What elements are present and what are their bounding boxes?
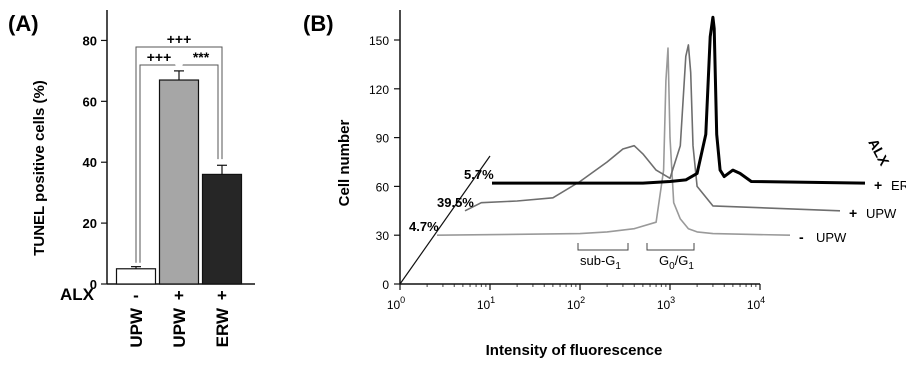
panel-a-significance-label: *** [193,49,210,65]
panel-b-y-tick-label: 90 [376,132,390,146]
panel-a-treatment-sign: - [133,286,139,305]
panel-b-region-label: sub-G1 [580,253,621,272]
panel-b-x-tick-label: 101 [477,295,495,312]
panel-b-x-tick-label: 102 [567,295,585,312]
panel-b-trace-sign: - [799,229,804,245]
panel-b-x-tick-label: 103 [657,295,675,312]
panel-a-category-labels: UPW UPW ERW [127,307,232,348]
panel-b-trace [436,47,791,236]
panel-a-significance-bracket [182,64,219,160]
panel-b-trace-label: ERW [891,178,906,193]
panel-b-subg1-percent: 5.7% [464,167,494,182]
panel-a-significance-bracket [139,64,176,263]
panel-a-label: (A) [8,11,39,36]
panel-b-x-axis-title: Intensity of fluorescence [486,342,663,359]
panel-b-trace [492,15,866,185]
panel-a-y-tick-label: 80 [83,33,97,48]
panel-a-bars [115,70,243,285]
panel-b-region-bracket [646,243,695,251]
panel-a-significance-label: +++ [167,31,192,47]
panel-b-x-ticks: 100 101 102 103 104 [387,284,765,312]
panel-b-trace [464,44,841,212]
panel-b-y-axis-title: Cell number [336,119,353,206]
panel-b-y-tick-label: 30 [376,229,390,243]
panel-b-subg1-percent: 4.7% [409,219,439,234]
panel-a-significance-bracket [135,46,223,263]
panel-a-category-label: UPW [127,307,146,348]
panel-b-region-label: G0/G1 [659,253,694,272]
panel-b-y-ticks: 0 30 60 90 120 150 [369,34,400,292]
panel-b-y-tick-label: 0 [382,278,389,292]
panel-a-y-tick-label: 0 [90,277,97,292]
panel-b-y-tick-label: 120 [369,83,389,97]
panel-a-bar [115,268,157,285]
panel-a-bar [158,79,200,285]
panel-a-category-label: UPW [170,307,189,348]
panel-a-treatment-signs: - + + [133,286,227,305]
panel-a-significance-label: +++ [147,49,172,65]
panel-b-region-bracket [577,243,629,251]
panel-b-y-tick-label: 150 [369,34,389,48]
panel-b-trace-sign: + [849,205,857,221]
panel-a-treatment-sign: + [174,286,184,305]
panel-b-x-tick-label: 100 [387,295,405,312]
panel-a-y-ticks: 0 20 40 60 80 [83,33,107,292]
panel-b-trace-label: UPW [866,206,897,221]
panel-b-trace-sign: + [874,177,882,193]
panel-a-treatment-sign: + [217,286,227,305]
panel-b-alx-axis-label: ALX [865,136,893,169]
panel-a-category-label: ERW [213,307,232,347]
panel-b-depth-axis-line [399,155,491,285]
panel-b-trace-label: UPW [816,230,847,245]
panel-b-label: (B) [303,11,334,36]
panel-b-phase-regions: sub-G1 G0/G1 [577,243,695,272]
panel-a-y-tick-label: 20 [83,216,97,231]
panel-a-y-tick-label: 60 [83,94,97,109]
panel-a-bar [201,173,243,285]
panel-b-subg1-percent: 39.5% [437,195,474,210]
panel-b-x-tick-label: 104 [747,295,765,312]
panel-a-y-tick-label: 40 [83,155,97,170]
panel-a-significance-brackets: ++++++ *** [135,31,223,263]
panel-b-y-tick-label: 60 [376,180,390,194]
panel-a-treatment-label: ALX [60,285,95,304]
panel-a-y-axis-title: TUNEL positive cells (%) [31,80,48,256]
